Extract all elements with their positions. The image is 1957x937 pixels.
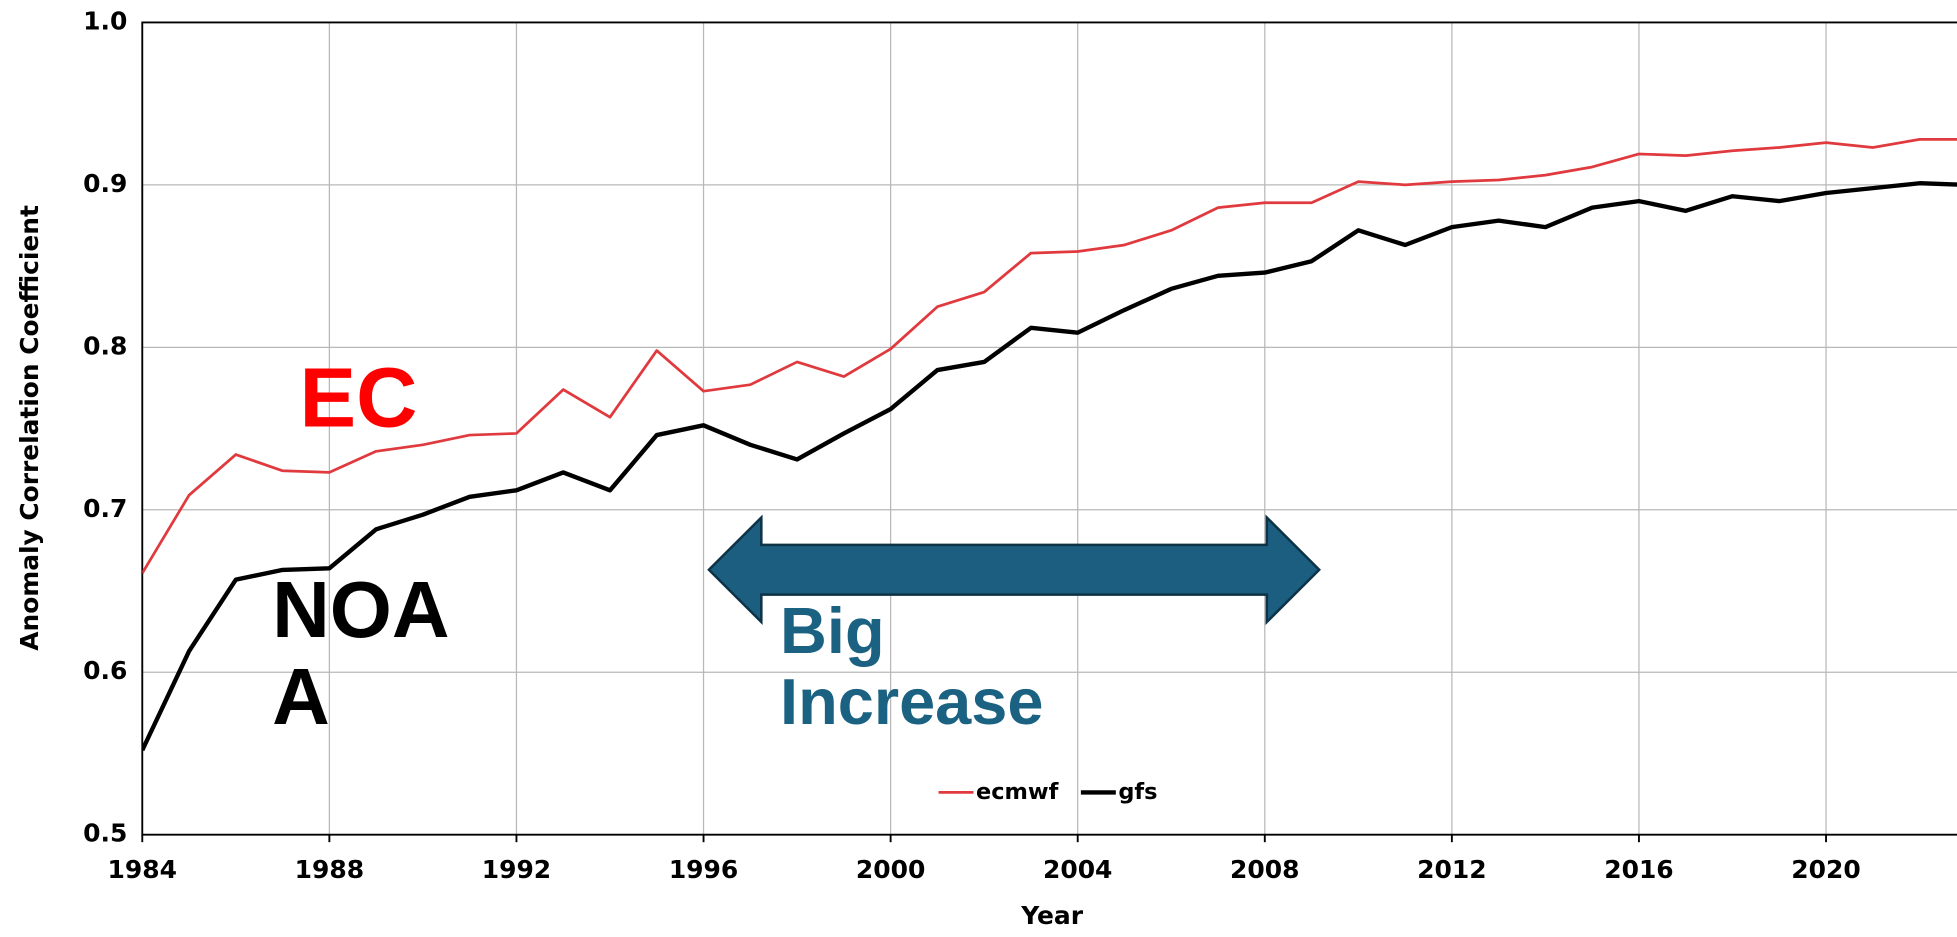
annotation: EC <box>299 352 418 446</box>
x-tick-label: 1988 <box>295 855 364 884</box>
axis-frame <box>141 21 1957 836</box>
x-tick-label: 2016 <box>1604 855 1673 884</box>
x-tick-label: 2008 <box>1230 855 1299 884</box>
x-tick-label: 1992 <box>482 855 551 884</box>
x-tick-label: 1984 <box>108 855 177 884</box>
x-tick-label: 2012 <box>1417 855 1486 884</box>
plot-area <box>142 137 1957 752</box>
x-tick-label: 2000 <box>856 855 925 884</box>
y-tick-label: 1.0 <box>83 6 127 35</box>
x-tick-label: 2004 <box>1043 855 1112 884</box>
y-tick-label: 0.8 <box>83 331 127 360</box>
series-line <box>142 181 1957 752</box>
y-tick-label: 0.7 <box>83 494 127 523</box>
annotation-text: EC <box>299 352 418 446</box>
y-tick-label: 0.6 <box>83 656 127 685</box>
x-tick-label: 2020 <box>1791 855 1860 884</box>
annotation-text: NOAA <box>272 566 450 742</box>
annotation: NOAA <box>272 566 450 742</box>
annotation: Big Increase <box>780 597 1044 740</box>
series-line <box>142 137 1957 574</box>
y-tick-label: 0.5 <box>83 819 127 848</box>
x-tick-label: 1996 <box>669 855 738 884</box>
double-arrow <box>707 514 1321 626</box>
y-axis-label: Anomaly Correlation Coefficient <box>15 205 44 651</box>
legend-label: gfs <box>1118 779 1157 805</box>
y-tick-label: 0.9 <box>83 169 127 198</box>
x-axis-label: Year <box>1020 901 1084 930</box>
annotation-text: Big Increase <box>780 597 1044 740</box>
legend-label: ecmwf <box>976 779 1059 805</box>
